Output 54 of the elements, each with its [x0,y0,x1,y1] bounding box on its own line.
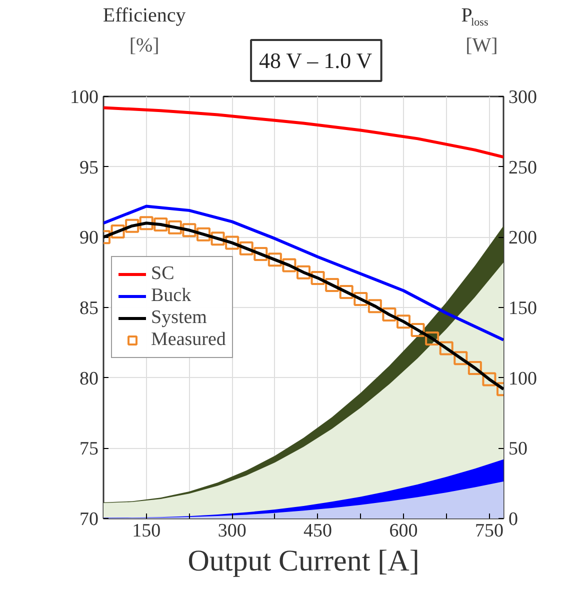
y-tick-label: 75 [80,438,98,460]
point [196,227,210,242]
x-tick-label: 300 [218,520,246,542]
point [225,236,240,250]
x-tick-label: 450 [304,520,332,542]
line-series [104,106,504,158]
point [482,372,496,386]
chart-title: 48 V – 1.0 V [259,48,372,73]
point [468,360,482,375]
point [454,351,468,366]
y-tick-label: 90 [80,228,98,249]
point [382,308,396,322]
y2-tick-label: 150 [508,298,537,319]
legend-label: SC [151,263,174,285]
point [254,247,268,262]
y-tick-label: 80 [80,368,98,390]
point [154,218,168,232]
point [368,299,382,314]
point [439,341,454,356]
point [139,216,154,230]
point [182,223,196,238]
point [425,331,440,346]
y2-tick-label: 100 [508,368,537,390]
point [110,224,125,239]
legend-label: System [151,307,207,329]
point [339,285,354,300]
y-tick-label: 85 [80,298,98,319]
point [310,270,325,285]
y-axis-title: Efficiency [%] [102,4,186,56]
y-tick-label: 95 [80,157,98,178]
point [210,232,225,246]
point [296,265,310,280]
x-axis-title: Output Current [A] [188,544,420,578]
y2-tick-label: 250 [508,157,537,178]
legend-label: Measured [151,329,226,351]
point [268,252,282,267]
y-tick-label: 70 [80,509,98,530]
y-tick-label: 100 [70,87,98,108]
point [410,323,425,338]
legend-label: Buck [151,285,192,307]
point [168,220,182,234]
x-tick-label: 600 [389,520,418,542]
point [125,218,140,233]
x-tick-label: 150 [132,520,161,542]
y2-tick-label: 300 [508,87,537,108]
y2-tick-label: 50 [508,438,528,460]
point [354,292,368,306]
point [325,278,340,292]
x-tick-label: 750 [474,520,504,542]
point [239,241,254,256]
y2-tick-label: 0 [508,509,518,530]
y2-tick-label: 200 [508,228,537,249]
point [282,258,296,272]
point [396,314,410,329]
